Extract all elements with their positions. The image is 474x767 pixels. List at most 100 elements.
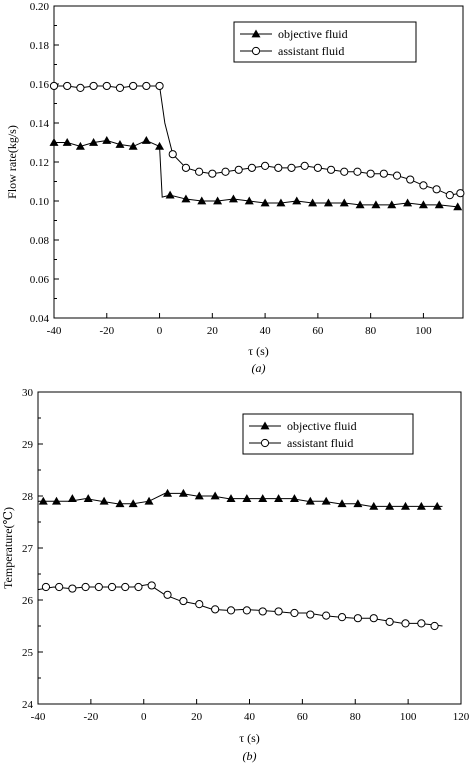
series-2-point <box>401 619 410 628</box>
y-tick-label: 30 <box>22 387 34 399</box>
series-2-point <box>179 596 188 606</box>
chart-a-flow-rate: -40 -20 0 20 40 60 80 100 0.04 0.06 0.08 0.10 0.12 0.… <box>5 1 465 375</box>
series-2-point <box>81 582 90 592</box>
series-1-point <box>387 200 397 209</box>
series-2-point <box>163 590 172 599</box>
series-1-point <box>226 494 236 502</box>
x-tick-label: -20 <box>99 325 114 337</box>
x-tick-label: 0 <box>157 325 163 337</box>
series-1-point <box>115 499 125 508</box>
x-tick-label: -40 <box>47 325 62 337</box>
series-2-point <box>379 169 388 178</box>
series-2-point <box>211 605 220 614</box>
figure-caption: (b) <box>243 749 257 763</box>
y-tick-label: 26 <box>22 595 34 607</box>
x-tick-label: 80 <box>365 325 377 337</box>
series-1-point <box>141 136 151 144</box>
series-1-point <box>258 494 268 502</box>
series-2-point <box>432 185 441 194</box>
series-1-point <box>244 196 254 205</box>
series-2-point <box>55 582 64 592</box>
y-tick-label: 0.18 <box>30 40 50 52</box>
x-tick-label: 100 <box>415 325 432 337</box>
series-2-point <box>419 181 428 190</box>
series-2-point <box>385 617 394 626</box>
series-1-point <box>210 491 220 500</box>
series-2-point <box>129 81 138 91</box>
series-2-point <box>221 167 230 176</box>
y-axis-label: Temperature(℃) <box>1 507 15 589</box>
legend-label-2: assistant fluid <box>278 44 344 58</box>
series-2-point <box>181 163 191 172</box>
legend-box <box>233 21 417 63</box>
series-1-point <box>274 494 284 502</box>
x-tick-label: 20 <box>191 711 203 723</box>
y-tick-label: 0.08 <box>30 235 50 247</box>
legend-label-1: objective fluid <box>287 419 357 433</box>
chart-b-temperature: -40 -20 0 20 40 60 80 100 120 24 25 26 27 28 29 30 τ (s)… <box>1 387 470 763</box>
y-tick-label: 0.20 <box>30 1 50 13</box>
series-2-point <box>147 581 156 590</box>
series-1-point <box>292 196 302 205</box>
series-1-point <box>67 494 77 502</box>
series-2-point <box>326 165 336 174</box>
series-1-point <box>163 488 173 497</box>
series-1-point <box>155 141 165 150</box>
legend-marker-2 <box>251 46 261 56</box>
series-1-point <box>369 501 379 510</box>
series-1-point <box>38 496 48 505</box>
series-1-point <box>305 496 315 505</box>
series-2-point <box>290 608 299 618</box>
series-2-point <box>63 81 72 91</box>
series-1-point <box>128 141 138 150</box>
y-tick-label: 0.04 <box>30 313 50 325</box>
series-2-point <box>115 83 125 93</box>
x-tick-label: 60 <box>297 711 309 723</box>
series-1-point <box>353 499 363 508</box>
series-1-point <box>75 141 85 150</box>
series-2-point <box>430 621 439 631</box>
series-1-point <box>213 196 223 205</box>
series-1-point <box>260 198 270 207</box>
series-2-point <box>155 81 164 91</box>
y-tick-label: 28 <box>22 491 34 503</box>
series-1-point <box>194 491 204 500</box>
series-2-point <box>353 614 362 623</box>
series-2-point <box>94 582 103 592</box>
series-1-point <box>323 198 333 207</box>
series-2-point <box>456 189 465 198</box>
series-2-point <box>337 613 347 622</box>
series-1-point <box>228 194 238 203</box>
series-2-point <box>300 161 309 170</box>
figure-caption: (a) <box>252 361 266 375</box>
series-line-1 <box>38 492 443 507</box>
y-tick-label: 29 <box>22 439 34 451</box>
series-2-point <box>392 171 402 180</box>
series-2-point <box>121 582 130 592</box>
series-1-point <box>178 488 188 497</box>
series-2-point <box>89 81 98 91</box>
series-1-point <box>102 136 112 144</box>
series-2-point <box>313 163 322 172</box>
x-tick-label: -40 <box>31 711 46 723</box>
series-1-point <box>453 202 463 211</box>
series-1-point <box>434 200 444 209</box>
series-2-point <box>353 167 362 176</box>
series-2-point <box>168 150 177 159</box>
series-1-point <box>371 200 381 209</box>
series-2-point <box>195 600 204 609</box>
legend-marker-2 <box>260 438 270 448</box>
series-1-point <box>337 499 347 508</box>
series-1-point <box>432 501 442 510</box>
series-2-point <box>134 582 143 592</box>
legend-marker-1 <box>260 421 270 430</box>
series-2-point <box>417 619 426 628</box>
series-2-point <box>258 607 267 616</box>
series-1-point <box>418 200 428 209</box>
y-tick-label: 0.06 <box>30 274 50 286</box>
series-1-point <box>385 501 395 510</box>
series-1-point <box>355 200 365 209</box>
y-tick-label: 24 <box>22 699 34 711</box>
x-tick-label: 120 <box>453 711 470 723</box>
